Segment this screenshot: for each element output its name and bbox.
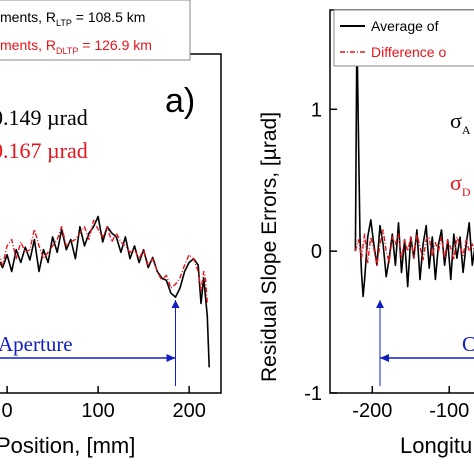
- panel-b-sigma-black: σA: [450, 108, 471, 137]
- panel-b-ylabel: Residual Slope Errors, [µrad]: [258, 112, 281, 382]
- panel-a-legend-entry-1: ments, RLTP = 108.5 km: [0, 9, 145, 28]
- panel-a-label: a): [165, 82, 195, 120]
- panel-a-sigma-red: 0.167 µrad: [0, 138, 88, 163]
- panel-a-aperture-label: Aperture: [0, 332, 73, 356]
- panel-a-aperture-arrowhead: [166, 354, 176, 362]
- panel-b-ytick-label: 0: [311, 241, 322, 263]
- panel-a-series-red: [0, 219, 208, 304]
- panel-a-xtick-label: 100: [81, 400, 114, 422]
- panel-a-xtick-label: 0: [2, 400, 13, 422]
- panel-b-legend-entry-2: Difference o: [371, 44, 446, 60]
- panel-a-aperture-marker-head: [171, 300, 180, 308]
- panel-b-xlabel: Longitu: [400, 433, 472, 458]
- panel-b-frame: [329, 9, 474, 394]
- panel-a-xlabel: Position, [mm]: [0, 433, 135, 458]
- panel-a-xtick-label: 200: [172, 400, 205, 422]
- panel-b-aperture-marker-head: [376, 300, 384, 308]
- panel-b-xtick-label: -200: [352, 400, 392, 422]
- panel-b-xtick-label: -100: [429, 400, 469, 422]
- panel-a-series-black: [0, 215, 210, 368]
- panel-a: 0 100 200 ments, RLTP = 108.5 km ments, RD…: [0, 0, 222, 458]
- panel-b-sigma-red: σD: [450, 170, 471, 199]
- panel-a-sigma-black: 0.149 µrad: [0, 105, 88, 130]
- panel-b-legend-entry-1: Average of: [371, 18, 439, 34]
- panel-b-series-black: [354, 30, 474, 298]
- panel-b-ytick-label: 1: [311, 99, 322, 121]
- panel-a-legend-box: [0, 0, 191, 61]
- panel-b-aperture-arrowhead: [380, 354, 389, 362]
- panel-b-aperture-label: C: [462, 332, 474, 356]
- panel-b-ytick-label: -1: [304, 383, 322, 405]
- panel-b-series-red: [354, 229, 474, 266]
- panel-a-legend-entry-2: ments, RDLTP = 126.9 km: [0, 37, 152, 56]
- panel-b-legend-box: [333, 9, 474, 67]
